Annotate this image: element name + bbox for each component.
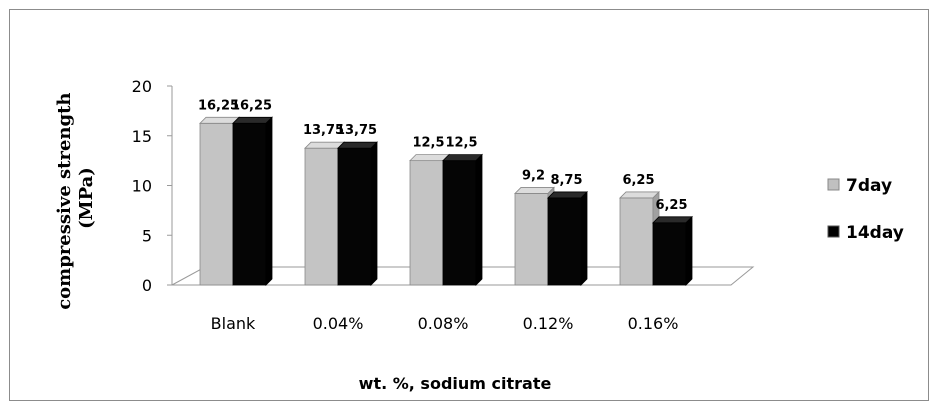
bar-14day-Blank — [232, 116, 273, 286]
bar-top — [337, 141, 378, 149]
bar-side — [265, 116, 273, 286]
bar-top — [304, 141, 345, 149]
bar-14day-0.08% — [442, 153, 483, 286]
x-category-label: 0.16% — [628, 314, 679, 333]
data-label: 16,25 — [198, 98, 239, 113]
legend-item-14day: 14day — [827, 223, 904, 243]
y-axis: 0 5 10 15 20 — [132, 77, 173, 295]
bar-front — [337, 147, 372, 286]
data-label: 6,25 — [622, 173, 654, 188]
y-tick-label: 15 — [132, 127, 152, 146]
bar-front — [514, 193, 549, 286]
y-axis-title-line-1: compressive strength — [54, 93, 75, 310]
legend-swatch-7day — [827, 178, 840, 191]
bar-side — [580, 190, 588, 286]
legend-label-7day: 7day — [846, 176, 892, 196]
bar-14day-0.16% — [652, 215, 693, 286]
bar-front — [304, 147, 339, 286]
x-category-label: Blank — [211, 314, 256, 333]
data-label: 9,2 — [522, 168, 545, 183]
bar-top — [652, 216, 693, 224]
x-category-label: 0.12% — [523, 314, 574, 333]
bar-front — [619, 197, 654, 286]
data-label: 13,75 — [303, 123, 344, 138]
bar-side — [685, 215, 693, 286]
data-label: 12,5 — [445, 136, 477, 151]
bar-side — [475, 153, 483, 286]
bar-top — [619, 191, 660, 199]
x-axis-title: wt. %, sodium citrate — [359, 374, 552, 393]
x-category-label: 0.08% — [418, 314, 469, 333]
y-axis-title: compressive strength (MPa) — [54, 86, 97, 310]
legend-item-7day: 7day — [827, 176, 892, 196]
bar-front — [232, 122, 267, 286]
legend-label-14day: 14day — [846, 223, 904, 243]
y-tick-label: 5 — [142, 226, 152, 245]
bars — [199, 116, 693, 286]
bar-side — [370, 141, 378, 286]
bar-front — [547, 197, 582, 286]
bar-top — [199, 116, 240, 124]
bar-top — [232, 116, 273, 124]
x-axis-categories: Blank 0.04% 0.08% 0.12% 0.16% — [211, 314, 679, 333]
bar-front — [442, 160, 477, 286]
x-category-label: 0.04% — [313, 314, 364, 333]
bar-top — [442, 154, 483, 162]
bar-top — [514, 187, 555, 194]
bar-top — [409, 154, 450, 162]
data-label: 16,25 — [231, 98, 272, 113]
bar-front — [409, 160, 444, 286]
bar-14day-0.04% — [337, 141, 378, 286]
y-tick-label: 0 — [142, 276, 152, 295]
bar-14day-0.12% — [547, 190, 588, 286]
bar-front — [199, 122, 234, 286]
data-label: 6,25 — [655, 198, 687, 213]
data-label: 13,75 — [336, 123, 377, 138]
data-label: 12,5 — [412, 136, 444, 151]
y-tick-label: 20 — [132, 77, 152, 96]
y-axis-title-line-2: (MPa) — [76, 167, 97, 229]
legend-swatch-14day — [827, 225, 840, 238]
bar-front — [652, 222, 687, 286]
y-tick-label: 10 — [132, 177, 152, 196]
legend: 7day 14day — [827, 176, 904, 243]
data-label: 8,75 — [550, 173, 582, 188]
bar-top — [547, 191, 588, 199]
